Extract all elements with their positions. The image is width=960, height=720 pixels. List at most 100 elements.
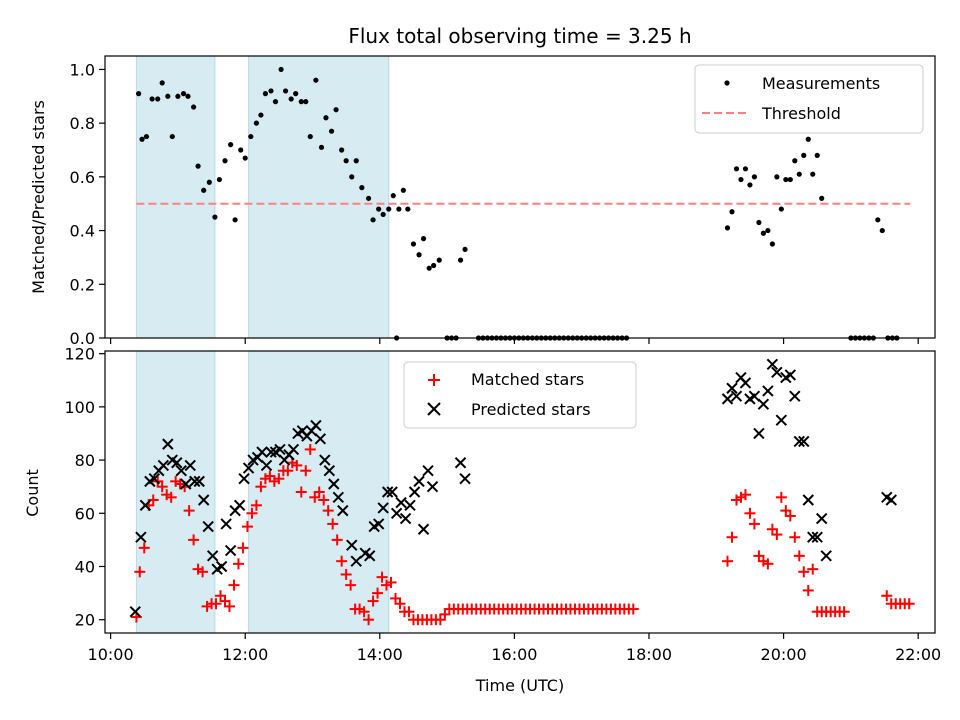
predicted-star-stroke xyxy=(766,358,779,371)
measurement-point xyxy=(282,88,289,94)
predicted-star-point xyxy=(766,358,779,371)
predicted-star-point xyxy=(798,435,810,448)
predicted-star-point xyxy=(224,544,237,557)
predicted-star-point xyxy=(171,457,183,469)
predicted-star-stroke xyxy=(784,369,797,381)
measurement-point xyxy=(253,120,260,126)
y-tick-label: 0.0 xyxy=(70,329,95,348)
predicted-star-point xyxy=(422,465,434,477)
measurement-point xyxy=(136,91,142,97)
matched-star-point xyxy=(363,614,375,626)
measurement-point xyxy=(149,96,155,102)
predicted-star-point xyxy=(739,377,752,389)
measurement-point xyxy=(420,236,427,242)
measurement-point xyxy=(386,206,392,212)
predicted-star-point xyxy=(816,512,828,525)
matched-star-point xyxy=(237,542,249,554)
y-tick-label: 60 xyxy=(75,504,95,523)
matched-star-point xyxy=(197,566,209,578)
matched-star-point xyxy=(903,598,915,610)
matched-star-point xyxy=(327,518,339,530)
matched-star-point xyxy=(156,481,168,493)
matched-star-point xyxy=(385,576,397,588)
top-y-axis-label: Matched/Predicted stars xyxy=(29,100,48,294)
measurement-point xyxy=(765,227,771,234)
predicted-star-point xyxy=(459,472,471,485)
top-y-axis: 0.0 0.2 0.4 0.6 0.8 1.0 xyxy=(70,60,105,348)
measurement-point xyxy=(751,174,758,180)
top-shaded-intervals xyxy=(135,55,390,339)
measurement-point xyxy=(318,144,325,150)
matched-star-point xyxy=(273,473,285,485)
matched-star-point xyxy=(282,465,294,477)
measurement-point xyxy=(262,91,268,97)
predicted-star-point xyxy=(807,531,819,543)
measurement-point xyxy=(742,166,749,172)
predicted-star-stroke xyxy=(346,539,358,551)
measurement-point xyxy=(801,152,807,158)
matched-star-point xyxy=(331,534,343,546)
measurement-point xyxy=(416,252,422,258)
predicted-star-stroke xyxy=(771,366,783,378)
measurement-point xyxy=(756,219,762,226)
measurement-point xyxy=(288,96,294,102)
measurement-point xyxy=(390,193,396,199)
x-tick-label: 14:00 xyxy=(357,645,403,664)
y-tick-label: 120 xyxy=(64,345,95,364)
predicted-star-point xyxy=(242,462,255,474)
predicted-star-point xyxy=(784,369,797,381)
measurement-point xyxy=(359,185,365,191)
measurement-point xyxy=(370,217,376,223)
predicted-star-stroke xyxy=(816,512,828,525)
measurement-point xyxy=(258,112,264,118)
predicted-star-point xyxy=(413,475,425,488)
predicted-star-stroke xyxy=(220,518,232,530)
predicted-star-stroke xyxy=(730,390,743,402)
predicted-star-stroke xyxy=(350,555,362,567)
predicted-star-stroke xyxy=(762,385,774,397)
matched-star-point xyxy=(336,555,348,567)
measurement-point xyxy=(201,187,207,193)
predicted-star-stroke xyxy=(390,507,403,519)
top-legend-box xyxy=(694,64,924,134)
top-axes-frame xyxy=(104,55,936,339)
predicted-star-point xyxy=(328,478,340,490)
predicted-star-stroke xyxy=(260,459,273,472)
shaded-interval xyxy=(135,350,216,634)
predicted-star-stroke xyxy=(775,414,788,426)
legend-predicted-marker xyxy=(427,402,441,416)
predicted-star-stroke xyxy=(162,438,174,450)
predicted-star-point xyxy=(206,550,219,562)
bottom-legend: Matched stars Predicted stars xyxy=(403,361,637,429)
predicted-star-point xyxy=(193,475,205,488)
matched-star-point xyxy=(210,598,222,610)
predicted-star-stroke xyxy=(426,480,439,493)
matched-star-point xyxy=(340,568,352,580)
measurement-point xyxy=(792,158,798,164)
predicted-star-point xyxy=(408,486,421,498)
predicted-star-point xyxy=(157,459,170,472)
matched-star-point xyxy=(744,507,756,519)
predicted-star-point xyxy=(256,446,268,458)
predicted-star-stroke xyxy=(753,427,765,440)
measurement-point xyxy=(307,133,313,140)
measurement-point xyxy=(242,155,248,161)
matched-star-point xyxy=(134,566,146,578)
predicted-star-point xyxy=(215,560,228,573)
matched-star-point xyxy=(241,521,253,533)
predicted-star-point xyxy=(757,398,770,410)
predicted-star-stroke xyxy=(417,523,430,535)
predicted-star-stroke xyxy=(748,390,761,402)
predicted-star-point xyxy=(323,465,336,477)
predicted-star-stroke xyxy=(256,446,268,458)
y-tick-label: 0.4 xyxy=(70,222,95,241)
top-x-axis-ticks xyxy=(110,338,919,344)
measurement-point xyxy=(159,80,165,86)
predicted-star-stroke xyxy=(381,486,394,498)
measurement-point xyxy=(228,142,234,148)
matched-star-point xyxy=(372,587,384,599)
predicted-star-point xyxy=(789,390,801,402)
predicted-star-stroke xyxy=(726,382,738,394)
measurement-point xyxy=(405,206,411,212)
